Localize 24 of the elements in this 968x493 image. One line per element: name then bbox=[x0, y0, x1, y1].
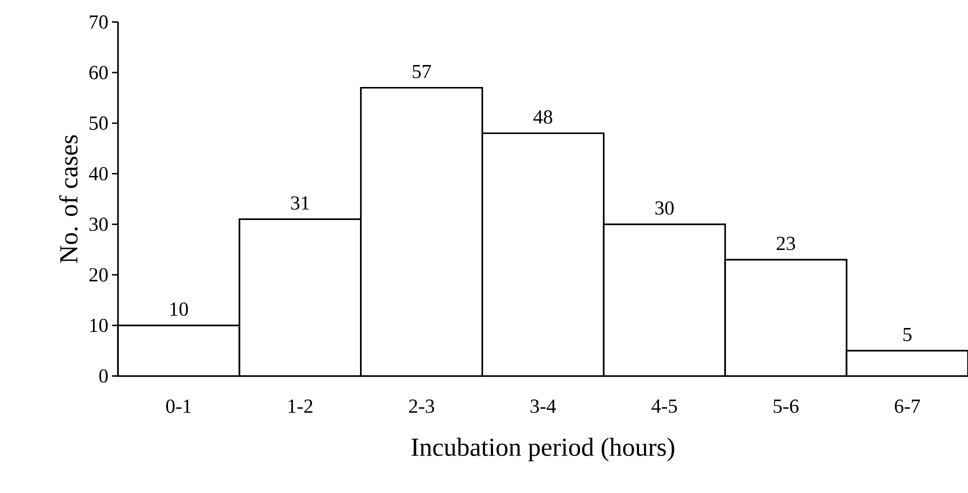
x-tick-label: 3-4 bbox=[530, 400, 556, 413]
y-tick-label: 50 bbox=[90, 116, 108, 130]
y-tick-label: 70 bbox=[90, 15, 108, 29]
x-tick-label: 1-2 bbox=[288, 400, 312, 413]
y-tick-label: 0 bbox=[99, 369, 108, 383]
x-tick-label: 2-3 bbox=[409, 400, 434, 413]
x-tick-label: 5-6 bbox=[774, 400, 799, 413]
y-tick-label: 30 bbox=[90, 218, 108, 232]
data-label: 30 bbox=[655, 201, 674, 215]
data-label: 57 bbox=[412, 64, 431, 78]
y-tick-label: 20 bbox=[89, 268, 108, 282]
x-tick-label: 0-1 bbox=[166, 400, 191, 413]
x-tick-label: 6-7 bbox=[894, 400, 920, 413]
x-tick-label: 4-5 bbox=[652, 400, 677, 413]
y-tick-label: 60 bbox=[89, 66, 108, 80]
x-axis-title: Incubation period (hours) bbox=[412, 438, 674, 462]
data-label: 5 bbox=[903, 328, 912, 342]
data-label: 31 bbox=[291, 196, 309, 210]
y-axis-title: No. of cases bbox=[59, 135, 78, 263]
data-label: 48 bbox=[533, 110, 552, 124]
y-tick-label: 40 bbox=[88, 166, 108, 180]
data-label: 23 bbox=[776, 236, 796, 250]
y-tick-label: 10 bbox=[90, 318, 108, 332]
data-label: 10 bbox=[170, 302, 188, 316]
